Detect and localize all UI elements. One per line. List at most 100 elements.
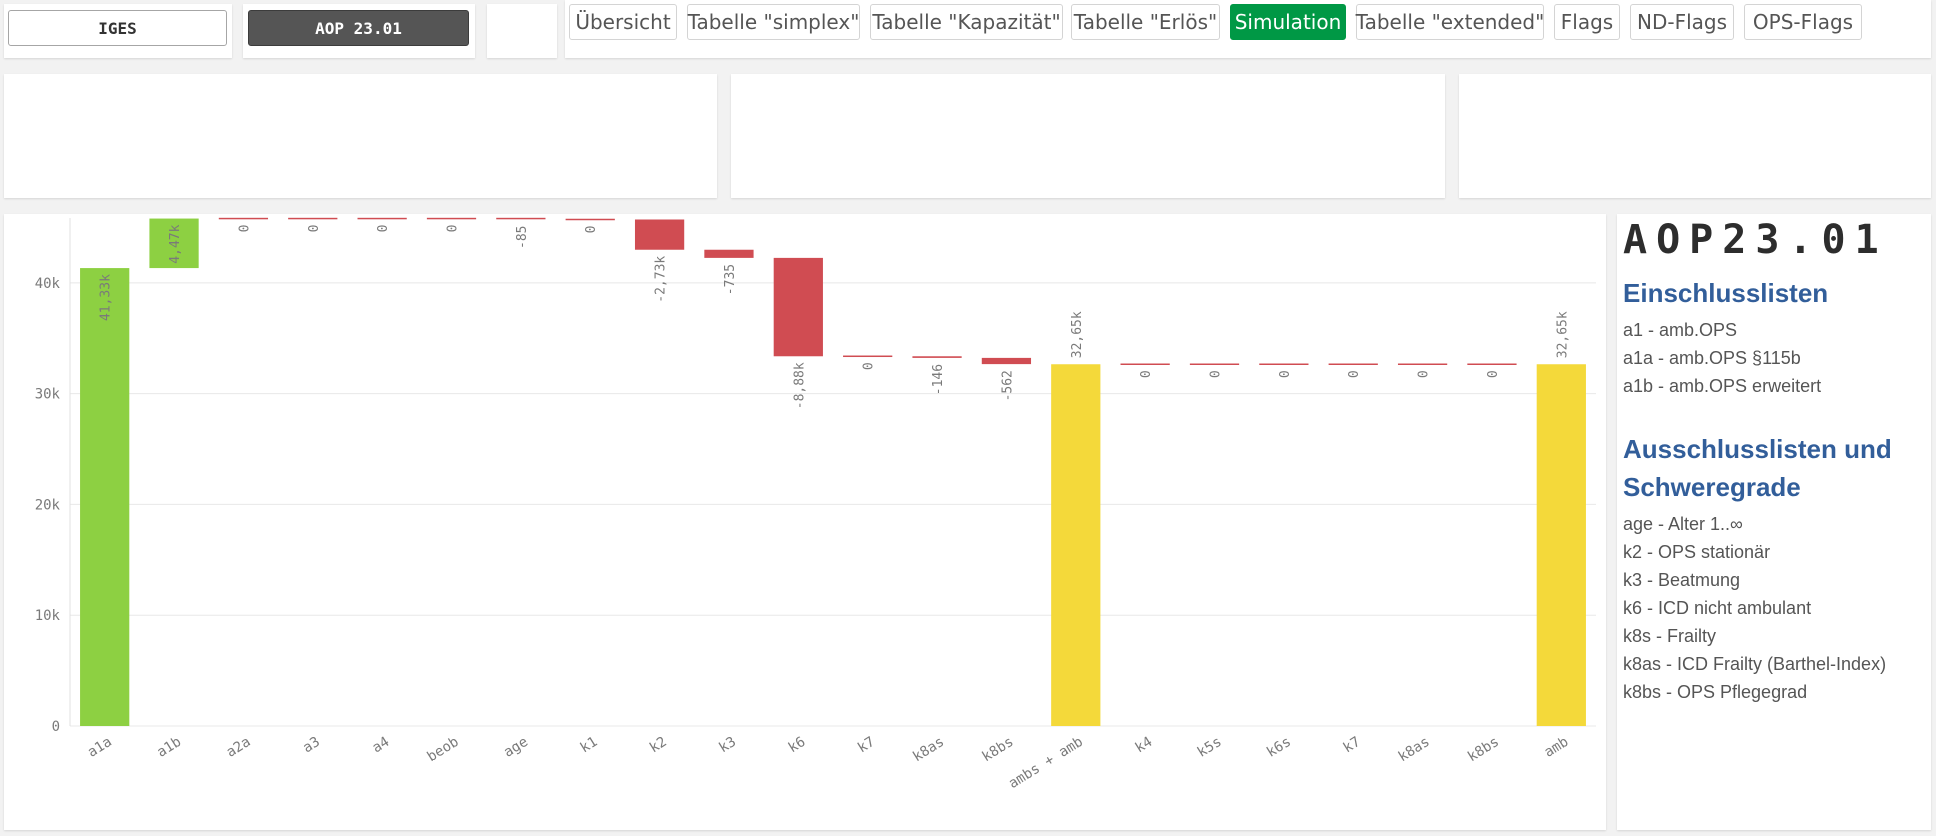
bar-a1a[interactable] (80, 268, 130, 726)
x-tick-label: a1b (154, 734, 184, 761)
bar-k6[interactable] (773, 257, 823, 357)
bar-age[interactable] (496, 217, 546, 220)
exclude-heading: Ausschlusslisten und Schweregrade (1623, 434, 1892, 502)
kpi-card-1 (4, 74, 717, 198)
data-label: 0 (1139, 370, 1154, 378)
data-label: 0 (1486, 370, 1501, 378)
bar-k8as[interactable] (912, 356, 962, 358)
bar-k7[interactable] (843, 355, 893, 358)
y-tick-label: 0 (52, 719, 60, 735)
x-tick-label: k8bs (979, 734, 1016, 765)
list-item: k8bs - OPS Pflegegrad (1623, 682, 1808, 702)
x-tick-label: k7 (1341, 734, 1364, 757)
data-label: 0 (584, 225, 599, 233)
data-labels: 41,33k 4,47k 0 0 0 0 -85 0 -2,73k -735 -8,88k 0 -146… (99, 224, 1571, 409)
exclude-list: age - Alter 1..∞ k2 - OPS stationär k3 -… (1623, 510, 1923, 706)
x-tick-label: a4 (369, 734, 392, 757)
aop-button[interactable]: AOP 23.01 (248, 10, 469, 46)
bar-k8as[interactable] (1397, 363, 1448, 366)
x-tick-label: age (501, 734, 531, 761)
x-tick-label: k8as (910, 734, 947, 765)
list-item: k2 - OPS stationär (1623, 542, 1771, 562)
x-tick-label: k7 (855, 734, 878, 757)
data-label: -85 (515, 225, 530, 248)
grid-lines (69, 218, 1596, 727)
data-label: -562 (1000, 370, 1015, 401)
data-label: 0 (446, 225, 461, 233)
data-label: 0 (1347, 370, 1362, 378)
y-tick-label: 30k (35, 387, 61, 403)
data-label: 0 (376, 225, 391, 233)
bar-a4[interactable] (357, 217, 407, 220)
bar-a1b[interactable] (149, 218, 199, 269)
bar-k1[interactable] (565, 218, 615, 221)
list-item: a1 - amb.OPS (1623, 320, 1738, 340)
bar-k6s[interactable] (1259, 363, 1309, 366)
data-label: 4,47k (168, 224, 183, 263)
y-tick-label: 20k (35, 497, 61, 513)
x-tick-label: k8as (1396, 734, 1433, 765)
y-axis-ticks: 0 10k 20k 30k 40k (35, 276, 61, 735)
data-label: -8,88k (792, 362, 807, 409)
tab-simulation[interactable]: Simulation (1230, 4, 1346, 40)
tab-flags[interactable]: Flags (1554, 4, 1620, 40)
y-tick-label: 10k (35, 608, 61, 624)
legend-card (1617, 214, 1931, 830)
legend-panel: AOP23.01 Einschlusslisten a1 - amb.OPS a… (1623, 216, 1923, 706)
data-label: -146 (931, 364, 946, 395)
bar-beob[interactable] (426, 217, 477, 220)
tab-tabelle-simplex[interactable]: Tabelle "simplex" (687, 4, 860, 40)
kpi-card-2 (731, 74, 1445, 198)
x-tick-label: a3 (300, 734, 323, 757)
bar-a3[interactable] (288, 217, 338, 220)
list-item: a1a - amb.OPS §115b (1623, 348, 1801, 368)
bar-amb[interactable] (1536, 364, 1586, 726)
data-label: 0 (307, 225, 322, 233)
tab-nd-flags[interactable]: ND-Flags (1630, 4, 1734, 40)
data-label: 0 (237, 225, 252, 233)
x-tick-label: k1 (578, 734, 601, 757)
x-tick-label: k6s (1264, 734, 1294, 761)
bar-a2a[interactable] (218, 217, 269, 220)
x-tick-label: beob (425, 734, 462, 765)
tab-ops-flags[interactable]: OPS-Flags (1744, 4, 1862, 40)
x-tick-label: k8bs (1465, 734, 1502, 765)
data-label: 0 (1209, 370, 1224, 378)
data-label: -2,73k (654, 256, 669, 303)
data-label: 41,33k (99, 274, 114, 321)
bar-k8bs[interactable] (981, 357, 1032, 365)
bar-k8bs[interactable] (1467, 363, 1517, 366)
bar-ambs-amb[interactable] (1051, 364, 1101, 726)
waterfall-chart: 0 10k 20k 30k 40k 41,33k 4,47k 0 0 0 0 -85 0 -2,73k -… (35, 217, 1596, 792)
kpi-card-3 (1459, 74, 1931, 198)
x-tick-label: amb (1542, 734, 1572, 761)
x-tick-label: a1a (85, 734, 115, 761)
x-tick-label: ambs + amb (1006, 734, 1086, 792)
x-tick-label: k6 (786, 734, 809, 757)
list-item: a1b - amb.OPS erweitert (1623, 376, 1822, 396)
data-label: 0 (862, 362, 877, 370)
bar-k3[interactable] (704, 249, 754, 258)
tab-tabelle-extended[interactable]: Tabelle "extended" (1356, 4, 1544, 40)
tab-uebersicht[interactable]: Übersicht (569, 4, 677, 40)
data-label: 32,65k (1555, 311, 1570, 358)
bar-k7[interactable] (1328, 363, 1378, 366)
data-label: 0 (1278, 370, 1293, 378)
include-list: a1 - amb.OPS a1a - amb.OPS §115b a1b - a… (1623, 316, 1923, 400)
bar-k2[interactable] (634, 219, 685, 250)
tab-tabelle-erloes[interactable]: Tabelle "Erlös" (1071, 4, 1220, 40)
bar-k5s[interactable] (1189, 363, 1240, 366)
x-axis-labels: a1a a1b a2a a3 a4 beob age k1 k2 k3 k6 k7 k8as k8bsam… (85, 734, 1572, 792)
include-heading: Einschlusslisten (1623, 278, 1829, 308)
bars (80, 217, 1586, 726)
list-item: k6 - ICD nicht ambulant (1623, 598, 1812, 618)
x-tick-label: k5s (1195, 734, 1225, 761)
legend-title: AOP23.01 (1623, 217, 1888, 263)
data-label: -735 (723, 264, 738, 295)
bar-k4[interactable] (1120, 363, 1170, 366)
list-item: age - Alter 1..∞ (1623, 514, 1743, 534)
data-label: 0 (1417, 370, 1432, 378)
tab-tabelle-kapazitaet[interactable]: Tabelle "Kapazität" (870, 4, 1063, 40)
iges-button[interactable]: IGES (8, 10, 227, 46)
x-tick-label: k4 (1132, 734, 1155, 757)
